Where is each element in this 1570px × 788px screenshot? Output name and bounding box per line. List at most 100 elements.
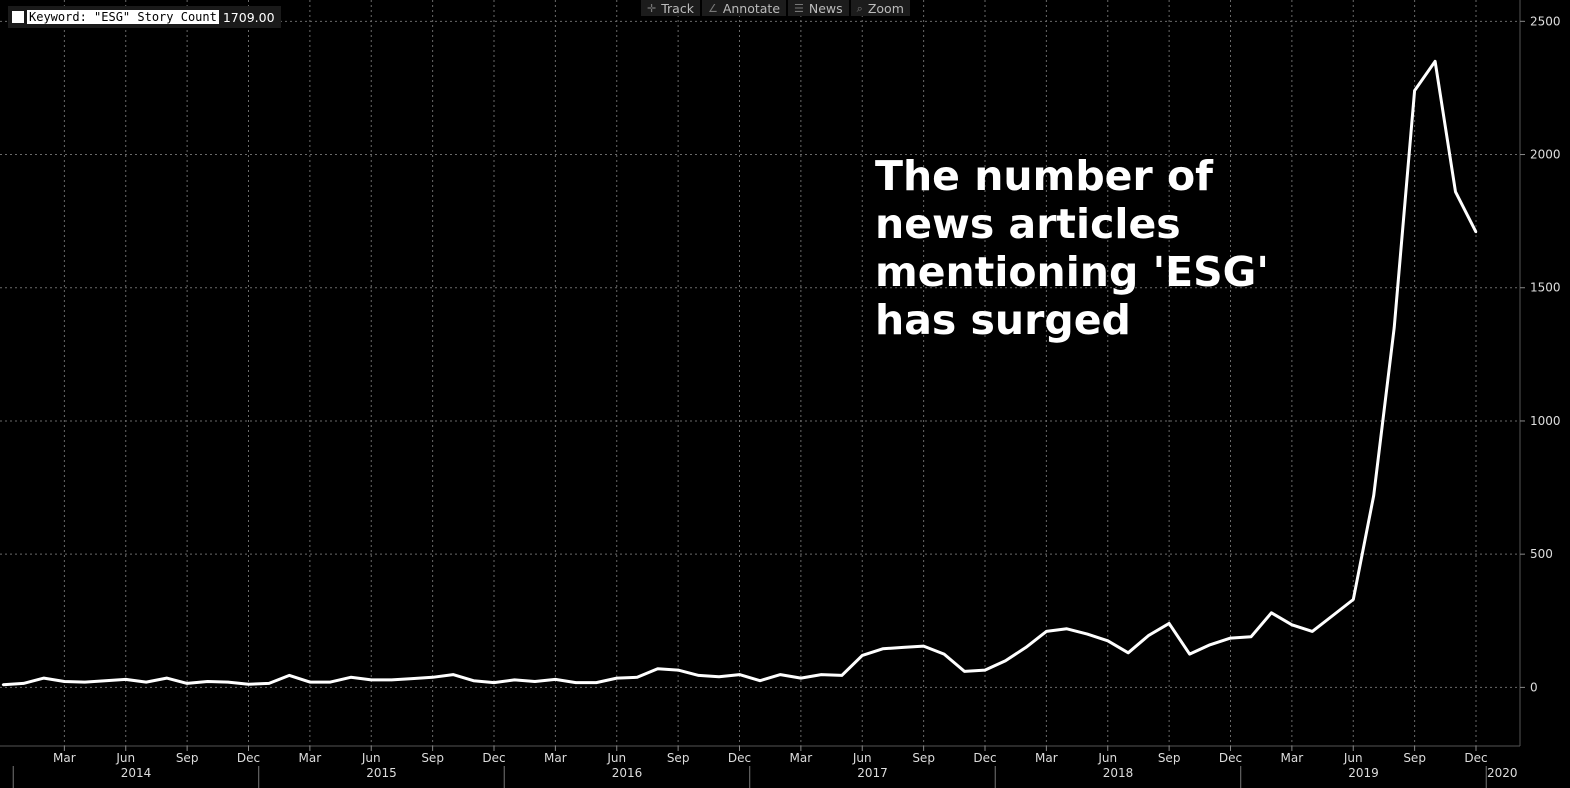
data-point bbox=[840, 674, 843, 677]
zoom-icon: ⌕ bbox=[856, 1, 863, 15]
data-point bbox=[1474, 230, 1478, 234]
track-icon: ✛ bbox=[647, 1, 657, 15]
data-point bbox=[615, 676, 618, 680]
data-point bbox=[1433, 60, 1437, 63]
track-label: Track bbox=[661, 0, 694, 16]
data-point bbox=[717, 675, 721, 678]
x-tick-label: Dec bbox=[1464, 751, 1487, 765]
grid-lines bbox=[0, 0, 1520, 746]
data-point bbox=[574, 681, 578, 684]
data-point bbox=[1331, 614, 1334, 617]
legend[interactable]: Keyword: "ESG" Story Count 1709.00 bbox=[8, 6, 281, 28]
year-dividers bbox=[12, 766, 1487, 788]
data-point bbox=[533, 680, 537, 683]
y-tick-label: 0 bbox=[1530, 680, 1538, 694]
data-point bbox=[165, 676, 168, 680]
data-point bbox=[247, 682, 250, 686]
data-point bbox=[1127, 651, 1130, 654]
data-point bbox=[288, 674, 291, 677]
x-tick-label: Sep bbox=[176, 751, 199, 765]
x-tick-label: Sep bbox=[1403, 751, 1426, 765]
data-point bbox=[697, 674, 700, 677]
data-point bbox=[820, 673, 823, 676]
x-tick-label: Mar bbox=[53, 751, 76, 765]
chart-annotation: The number of news articles mentioning '… bbox=[875, 152, 1269, 344]
x-year-label: 2020 bbox=[1487, 766, 1518, 780]
data-point bbox=[329, 680, 332, 684]
y-tick-label: 2000 bbox=[1530, 148, 1561, 162]
annotate-label: Annotate bbox=[722, 0, 781, 16]
data-point bbox=[42, 676, 46, 680]
data-point bbox=[1454, 190, 1457, 194]
x-tick-label: Dec bbox=[482, 751, 505, 765]
data-point bbox=[922, 644, 925, 648]
data-point bbox=[1413, 89, 1416, 92]
data-point bbox=[1167, 622, 1171, 625]
x-tick-label: Jun bbox=[1343, 751, 1363, 765]
zoom-label: Zoom bbox=[867, 0, 904, 16]
news-label: News bbox=[808, 0, 843, 16]
data-point bbox=[1352, 598, 1355, 601]
annotate-icon: ∠ bbox=[707, 1, 718, 15]
data-point bbox=[1208, 643, 1212, 646]
x-axis: Mar Jun Sep Dec Mar Jun Sep Dec Mar Jun Sep Dec Mar J… bbox=[53, 746, 1518, 780]
data-point bbox=[308, 680, 312, 684]
x-tick-label: Dec bbox=[973, 751, 996, 765]
data-point bbox=[1188, 652, 1191, 656]
data-point bbox=[636, 676, 639, 679]
x-tick-label: Sep bbox=[1158, 751, 1181, 765]
annotate-button[interactable]: ∠ Annotate bbox=[701, 0, 787, 16]
data-point bbox=[226, 680, 230, 684]
x-tick-label: Sep bbox=[667, 751, 690, 765]
data-point bbox=[1106, 639, 1109, 642]
data-point bbox=[145, 680, 148, 684]
legend-label: Keyword: "ESG" Story Count bbox=[27, 10, 219, 24]
y-tick-label: 500 bbox=[1530, 547, 1553, 561]
data-point bbox=[1311, 630, 1314, 633]
data-point bbox=[758, 679, 762, 682]
data-point bbox=[370, 678, 373, 682]
x-tick-label: Jun bbox=[852, 751, 872, 765]
data-point bbox=[676, 668, 680, 672]
zoom-button[interactable]: ⌕ Zoom bbox=[850, 0, 910, 16]
data-point bbox=[983, 668, 987, 672]
news-icon: ☰ bbox=[794, 1, 804, 15]
data-point bbox=[63, 680, 66, 683]
data-point bbox=[1004, 659, 1007, 662]
data-point bbox=[513, 678, 516, 682]
data-point bbox=[390, 678, 393, 682]
data-point bbox=[1024, 646, 1028, 649]
data-point bbox=[267, 682, 271, 685]
y-axis: 0 500 1000 1500 2000 2500 bbox=[1520, 14, 1561, 694]
x-year-label: 2018 bbox=[1103, 766, 1134, 780]
data-point bbox=[942, 652, 946, 656]
x-year-label: 2014 bbox=[121, 766, 152, 780]
x-tick-label: Jun bbox=[606, 751, 626, 765]
x-tick-label: Jun bbox=[1097, 751, 1117, 765]
x-tick-label: Mar bbox=[790, 751, 813, 765]
data-point bbox=[1065, 627, 1069, 630]
data-point bbox=[22, 682, 25, 685]
data-point bbox=[492, 681, 496, 684]
data-point bbox=[431, 676, 434, 679]
data-point bbox=[124, 678, 127, 681]
data-point bbox=[799, 676, 803, 680]
data-point bbox=[410, 677, 414, 680]
data-point bbox=[963, 670, 966, 673]
data-point bbox=[1, 683, 5, 686]
x-tick-label: Dec bbox=[237, 751, 260, 765]
y-tick-label: 2500 bbox=[1530, 14, 1561, 28]
track-button[interactable]: ✛ Track bbox=[641, 0, 700, 16]
data-point bbox=[881, 647, 884, 650]
data-point bbox=[1372, 494, 1375, 497]
legend-swatch bbox=[12, 11, 24, 23]
data-point bbox=[349, 676, 352, 679]
data-point bbox=[1086, 632, 1089, 636]
data-point bbox=[1229, 636, 1232, 640]
data-point bbox=[656, 667, 659, 670]
news-button[interactable]: ☰ News bbox=[788, 0, 849, 16]
data-point bbox=[185, 682, 189, 685]
y-tick-label: 1000 bbox=[1530, 414, 1561, 428]
series-layer bbox=[1, 59, 1478, 687]
